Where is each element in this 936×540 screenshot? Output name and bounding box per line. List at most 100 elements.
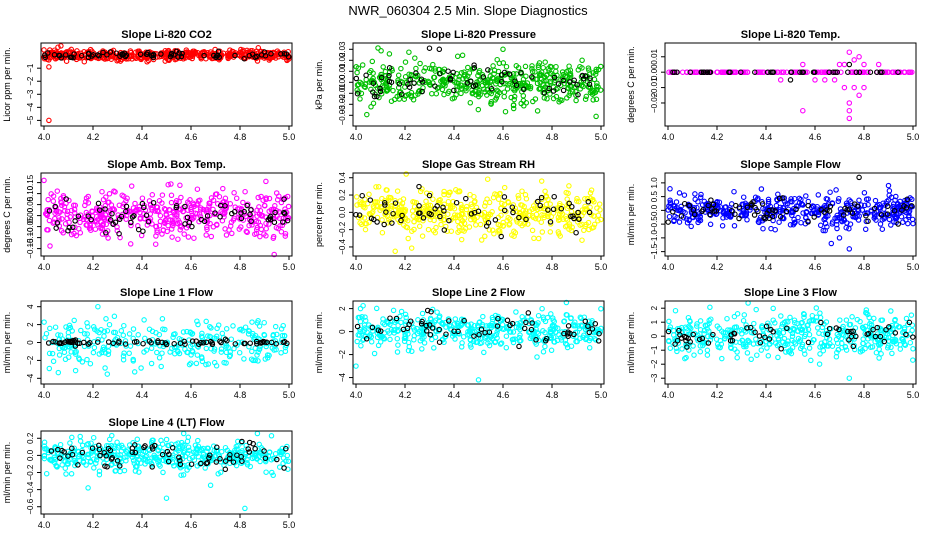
data-point: [822, 77, 828, 83]
data-point: [585, 199, 592, 205]
data-point: [780, 204, 786, 211]
data-point: [910, 357, 916, 363]
data-point: [70, 224, 76, 231]
data-point: [547, 219, 554, 225]
data-point: [246, 328, 253, 335]
data-point: [863, 310, 869, 316]
data-point: [825, 343, 832, 349]
data-point: [63, 471, 69, 477]
data-point: [429, 325, 436, 331]
data-point: [85, 50, 92, 57]
data-point: [243, 446, 249, 452]
data-point: [744, 69, 751, 75]
data-point: [178, 194, 184, 201]
data-point: [806, 345, 813, 351]
y-tick-label: −2: [650, 359, 659, 369]
data-point: [447, 189, 453, 195]
data-point: [218, 339, 224, 346]
data-point: [698, 191, 704, 198]
data-point: [222, 203, 228, 209]
data-point: [567, 71, 574, 77]
data-point: [741, 312, 748, 318]
data-point: [193, 360, 200, 367]
y-tick-label: −0.15: [26, 238, 35, 259]
data-point: [186, 456, 193, 462]
data-point: [886, 188, 893, 194]
data-point: [210, 443, 217, 449]
data-point: [905, 220, 911, 227]
data-point: [720, 215, 726, 221]
series-selected: [353, 45, 593, 100]
data-point: [57, 441, 64, 448]
data-point: [539, 305, 545, 312]
data-point: [249, 333, 256, 339]
data-point: [213, 191, 220, 197]
data-point: [850, 343, 857, 350]
data-point: [885, 69, 892, 75]
data-point: [278, 229, 285, 235]
data-point: [468, 211, 475, 217]
data-point: [678, 203, 684, 210]
plot-frame: [40, 172, 293, 257]
data-point: [495, 196, 502, 202]
data-point: [201, 52, 207, 59]
data-point: [200, 340, 207, 346]
y-axis-label: ml/min per min.: [314, 312, 324, 374]
data-point: [195, 198, 202, 204]
data-point: [242, 324, 249, 330]
data-point: [255, 358, 261, 364]
data-point: [282, 210, 288, 217]
data-point: [81, 331, 88, 337]
data-point: [203, 345, 210, 352]
data-point: [167, 207, 173, 213]
data-point: [217, 469, 224, 476]
data-point: [744, 325, 750, 331]
data-point: [218, 209, 224, 215]
data-point: [204, 448, 210, 455]
data-point: [167, 217, 173, 223]
data-point: [168, 192, 175, 199]
data-point: [361, 322, 368, 328]
data-point: [392, 197, 398, 204]
data-point: [227, 223, 234, 229]
data-point: [91, 465, 97, 471]
data-point: [886, 212, 892, 219]
data-point: [362, 196, 368, 203]
data-point: [218, 349, 225, 355]
y-tick-label: −1.0: [650, 229, 659, 245]
data-point: [836, 195, 842, 202]
data-point: [46, 217, 53, 224]
y-axis-label: kPa per min.: [314, 59, 324, 110]
data-point: [88, 440, 94, 446]
data-point: [261, 319, 267, 326]
data-point: [846, 375, 853, 381]
data-point: [434, 213, 441, 220]
data-point: [907, 195, 913, 201]
data-point: [834, 225, 840, 232]
data-point: [199, 456, 205, 462]
data-point: [373, 305, 380, 312]
data-point: [386, 330, 393, 336]
x-tick-label: 4.0: [38, 390, 51, 400]
data-point: [559, 97, 565, 104]
data-point: [370, 80, 377, 86]
data-point: [242, 505, 248, 512]
data-point: [675, 340, 682, 346]
data-point: [411, 226, 417, 233]
data-point: [704, 352, 711, 358]
data-point: [452, 316, 459, 322]
data-point: [763, 323, 770, 330]
data-point: [584, 195, 591, 202]
data-point: [374, 85, 381, 91]
data-point: [117, 463, 123, 469]
data-point: [429, 90, 435, 97]
data-point: [665, 328, 672, 335]
data-point: [223, 232, 230, 238]
data-point: [41, 455, 48, 462]
data-point: [431, 74, 437, 81]
data-point: [41, 47, 47, 53]
data-point: [469, 90, 476, 97]
data-point: [272, 209, 278, 216]
data-point: [686, 324, 693, 331]
